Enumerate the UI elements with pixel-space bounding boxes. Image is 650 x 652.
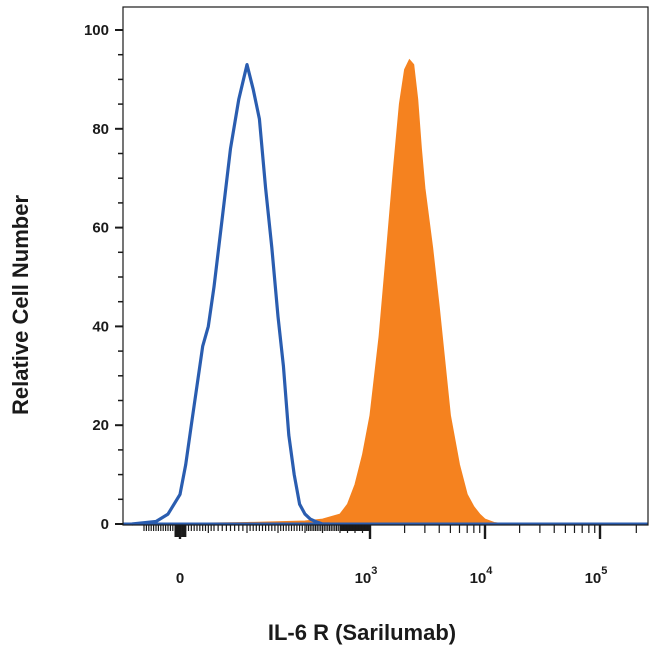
y-axis-title: Relative Cell Number: [8, 195, 33, 416]
x-tick-label: 0: [176, 570, 184, 587]
x-axis-title: IL-6 R (Sarilumab): [268, 620, 456, 645]
x-tick-label: 103: [355, 565, 378, 587]
x-tick-label: 104: [470, 565, 494, 587]
y-tick-label: 40: [92, 318, 109, 335]
y-tick-label: 80: [92, 121, 109, 138]
series-layer: [123, 58, 648, 526]
axes-layer: [115, 6, 649, 539]
labels-layer: 0 20 40 60 80 100 0 103 104 105 IL-6 R (Sarilumab)…: [8, 22, 607, 645]
x-tick-label: 105: [585, 565, 608, 587]
histogram-outline-series: [131, 62, 330, 526]
y-tick-label: 0: [101, 516, 109, 533]
y-tick-label: 60: [92, 220, 109, 237]
y-tick-label: 20: [92, 417, 109, 434]
y-tick-label: 100: [84, 22, 109, 39]
plot-frame: [122, 6, 649, 526]
histogram-filled-series: [131, 58, 506, 525]
